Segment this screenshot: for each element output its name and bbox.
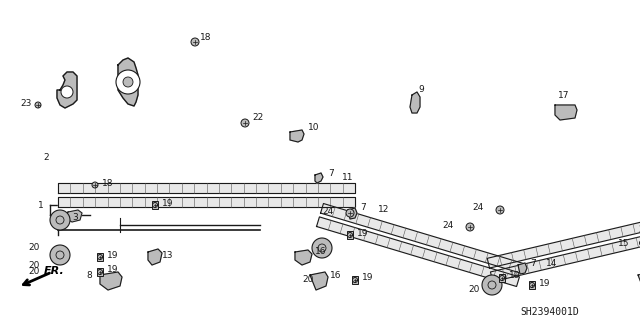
Text: 19: 19: [357, 228, 369, 238]
Circle shape: [348, 233, 353, 238]
Text: 2: 2: [43, 153, 49, 162]
Polygon shape: [315, 173, 323, 183]
Text: 20: 20: [468, 286, 479, 294]
Circle shape: [191, 38, 199, 46]
Circle shape: [496, 206, 504, 214]
Text: 20: 20: [28, 261, 40, 270]
Text: 24: 24: [472, 204, 483, 212]
Polygon shape: [290, 130, 304, 142]
Circle shape: [56, 216, 64, 224]
Circle shape: [35, 102, 41, 108]
Text: 20: 20: [28, 243, 40, 253]
Circle shape: [123, 77, 133, 87]
Polygon shape: [410, 92, 420, 113]
Text: 1: 1: [38, 201, 44, 210]
Bar: [529, 281, 535, 289]
Text: FR.: FR.: [44, 266, 65, 276]
Polygon shape: [518, 263, 527, 274]
Text: 9: 9: [418, 85, 424, 94]
Circle shape: [116, 70, 140, 94]
Polygon shape: [58, 197, 355, 207]
Polygon shape: [58, 183, 355, 193]
Polygon shape: [57, 72, 77, 108]
Text: 14: 14: [546, 258, 557, 268]
Text: 17: 17: [558, 92, 570, 100]
Text: 19: 19: [162, 198, 173, 207]
Polygon shape: [638, 272, 640, 288]
Text: 11: 11: [342, 173, 353, 182]
Text: 16: 16: [315, 248, 326, 256]
Circle shape: [50, 210, 70, 230]
Text: 7: 7: [328, 168, 333, 177]
Text: 19: 19: [539, 278, 550, 287]
Polygon shape: [317, 217, 520, 286]
Text: 3: 3: [72, 213, 77, 222]
Bar: [97, 253, 103, 261]
Circle shape: [97, 270, 102, 275]
Text: 7: 7: [360, 204, 365, 212]
Text: 18: 18: [102, 179, 113, 188]
Circle shape: [61, 86, 73, 98]
Text: SH2394001D: SH2394001D: [520, 307, 579, 317]
Polygon shape: [321, 204, 524, 273]
Circle shape: [466, 223, 474, 231]
Text: 19: 19: [107, 265, 118, 275]
Text: 19: 19: [107, 250, 118, 259]
Circle shape: [482, 275, 502, 295]
Circle shape: [50, 245, 70, 265]
Text: 13: 13: [162, 250, 173, 259]
Circle shape: [56, 251, 64, 259]
Text: 21: 21: [638, 226, 640, 234]
Polygon shape: [100, 272, 122, 290]
Circle shape: [97, 255, 102, 259]
Text: 20: 20: [302, 276, 314, 285]
Circle shape: [152, 203, 157, 207]
Text: 23: 23: [20, 99, 31, 108]
Text: 24: 24: [322, 206, 333, 216]
Text: 20: 20: [28, 268, 40, 277]
Text: 22: 22: [252, 113, 263, 122]
Polygon shape: [118, 58, 138, 106]
Circle shape: [92, 182, 98, 188]
Text: 7: 7: [530, 258, 536, 268]
Polygon shape: [65, 210, 82, 222]
Circle shape: [241, 119, 249, 127]
Circle shape: [312, 238, 332, 258]
Circle shape: [529, 283, 534, 287]
Text: 18: 18: [200, 33, 211, 42]
Text: 8: 8: [86, 271, 92, 280]
Polygon shape: [348, 208, 357, 219]
Text: 16: 16: [330, 271, 342, 279]
Circle shape: [318, 244, 326, 252]
Text: 19: 19: [509, 271, 520, 280]
Bar: [499, 274, 505, 282]
Circle shape: [488, 281, 496, 289]
Text: 12: 12: [378, 205, 389, 214]
Circle shape: [499, 276, 504, 280]
Polygon shape: [487, 218, 640, 268]
Polygon shape: [555, 105, 577, 120]
Bar: [97, 268, 103, 276]
Text: 10: 10: [308, 123, 319, 132]
Polygon shape: [310, 272, 328, 290]
Polygon shape: [295, 250, 312, 265]
Text: 24: 24: [442, 220, 453, 229]
Polygon shape: [148, 249, 162, 265]
Bar: [352, 276, 358, 284]
Circle shape: [346, 209, 354, 217]
Bar: [347, 231, 353, 239]
Text: 19: 19: [362, 273, 374, 283]
Bar: [152, 201, 158, 209]
Text: 15: 15: [618, 240, 630, 249]
Circle shape: [353, 278, 358, 283]
Polygon shape: [490, 232, 640, 282]
